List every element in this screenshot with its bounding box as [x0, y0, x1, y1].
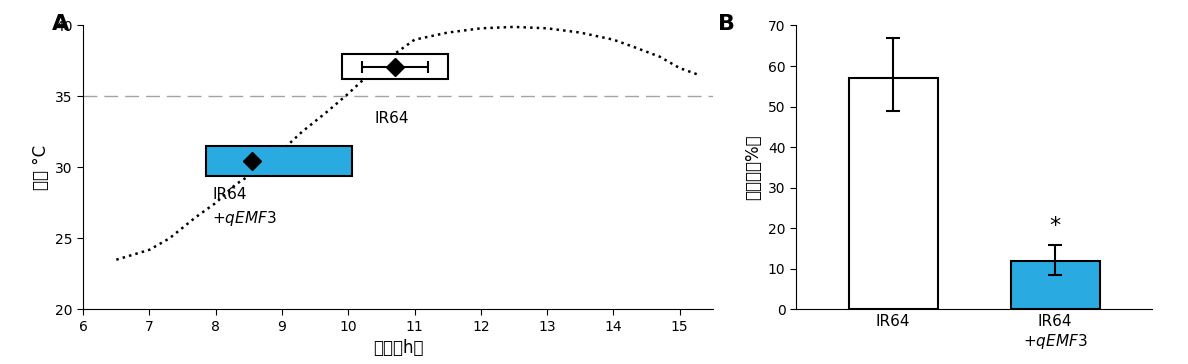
Text: *: * — [1049, 216, 1061, 236]
Bar — [206, 146, 352, 176]
Bar — [342, 54, 448, 79]
Text: IR64: IR64 — [213, 187, 247, 202]
Y-axis label: 気温 °C: 気温 °C — [32, 145, 50, 190]
Bar — [1011, 261, 1100, 309]
Text: +$\it{qEMF3}$: +$\it{qEMF3}$ — [213, 209, 277, 228]
Text: A: A — [52, 14, 69, 34]
Y-axis label: 不稔率（%）: 不稔率（%） — [745, 135, 763, 200]
Text: B: B — [718, 14, 734, 34]
Bar — [848, 78, 937, 309]
X-axis label: 時刻（h）: 時刻（h） — [373, 339, 423, 357]
Text: IR64: IR64 — [374, 111, 410, 126]
